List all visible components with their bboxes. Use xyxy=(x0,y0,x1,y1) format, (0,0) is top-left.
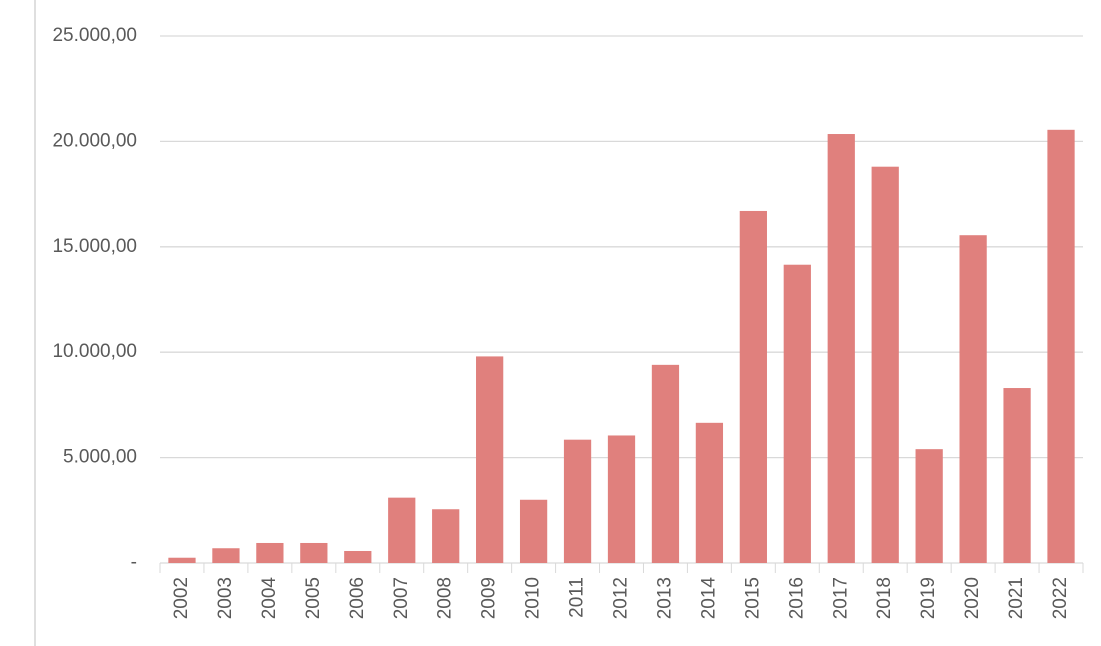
x-tick-label: 2016 xyxy=(786,577,807,619)
y-tick-label: 10.000,00 xyxy=(52,341,137,362)
x-tick-label: 2022 xyxy=(1050,577,1071,619)
bar xyxy=(871,166,899,564)
y-tick-label: 5.000,00 xyxy=(63,447,137,468)
bar xyxy=(915,449,943,563)
x-tick-label: 2005 xyxy=(303,577,324,619)
y-tick-label: 25.000,00 xyxy=(52,25,137,46)
x-tick-label: 2010 xyxy=(523,577,544,619)
bar xyxy=(1003,388,1031,563)
x-tick-label: 2004 xyxy=(259,577,280,620)
y-tick-label: - xyxy=(131,552,137,573)
bar xyxy=(476,356,504,563)
x-tick-label: 2006 xyxy=(347,577,368,619)
bar xyxy=(959,235,987,563)
bar xyxy=(388,497,416,563)
bar xyxy=(256,542,284,563)
bar xyxy=(300,542,328,563)
x-tick-label: 2015 xyxy=(742,577,763,619)
bar xyxy=(432,509,460,563)
y-tick-label: 20.000,00 xyxy=(52,130,137,151)
bar xyxy=(783,264,811,563)
x-tick-label: 2020 xyxy=(962,577,983,619)
x-tick-label: 2017 xyxy=(830,577,851,619)
x-tick-label: 2007 xyxy=(391,577,412,619)
x-tick-label: 2009 xyxy=(479,577,500,619)
x-tick-label: 2011 xyxy=(567,577,588,618)
x-tick-label: 2014 xyxy=(698,577,719,620)
bar xyxy=(695,422,724,563)
bar xyxy=(519,499,548,563)
bar xyxy=(168,557,196,563)
bar xyxy=(651,364,680,563)
x-tick-label: 2008 xyxy=(435,577,456,619)
x-tick-label: 2021 xyxy=(1006,577,1027,619)
bar xyxy=(1047,129,1075,563)
bar xyxy=(607,435,636,563)
bar xyxy=(212,548,240,563)
x-tick-label: 2018 xyxy=(874,577,895,619)
x-tick-label: 2002 xyxy=(171,577,192,619)
x-tick-label: 2013 xyxy=(654,577,675,619)
bar xyxy=(344,550,372,563)
x-tick-label: 2012 xyxy=(611,577,632,619)
x-tick-label: 2003 xyxy=(215,577,236,619)
y-tick-label: 15.000,00 xyxy=(52,236,137,257)
bar xyxy=(827,134,855,563)
bar xyxy=(739,210,767,564)
x-tick-label: 2019 xyxy=(918,577,939,619)
bar xyxy=(563,439,592,563)
